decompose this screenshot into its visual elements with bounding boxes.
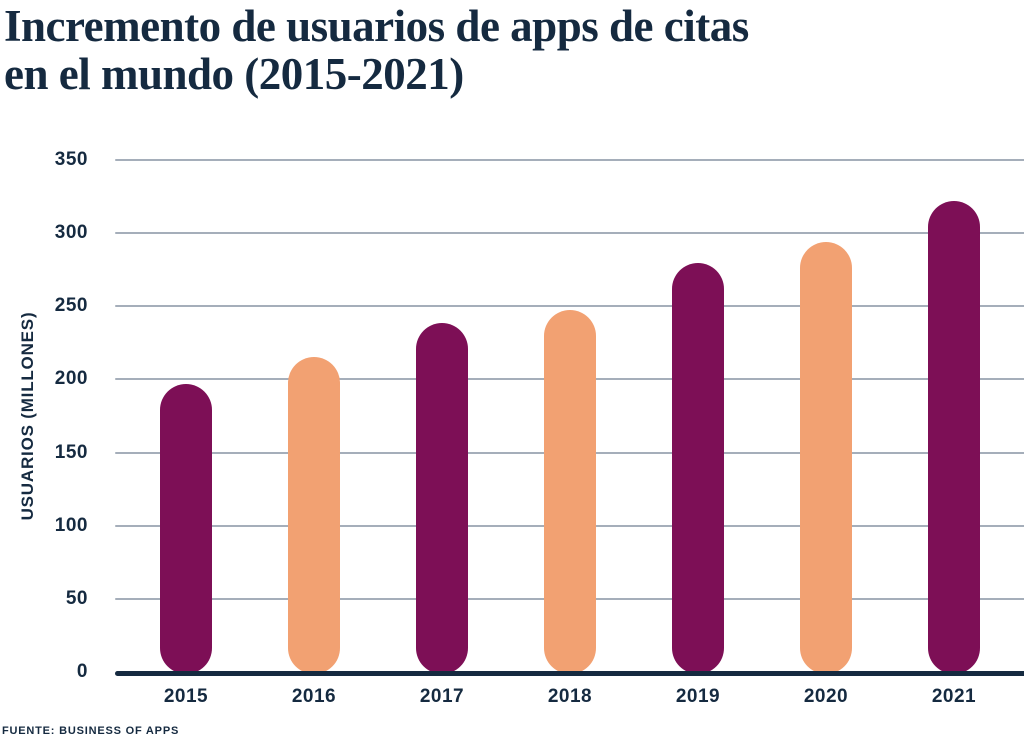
x-tick-label-2020: 2020 bbox=[803, 686, 849, 707]
x-tick-label-2016: 2016 bbox=[291, 686, 337, 707]
y-tick-label-300: 300 bbox=[54, 222, 88, 244]
y-tick-label-350: 350 bbox=[54, 149, 88, 170]
chart-title: Incremento de usuarios de apps de citas … bbox=[4, 2, 749, 98]
x-tick-label-2017: 2017 bbox=[419, 686, 465, 707]
y-axis-title: USUARIOS (MILLONES) bbox=[18, 311, 37, 521]
y-tick-label-200: 200 bbox=[54, 368, 88, 390]
y-tick-label-150: 150 bbox=[54, 441, 88, 463]
bar-2016 bbox=[288, 357, 340, 674]
x-tick-label-2015: 2015 bbox=[163, 686, 209, 707]
source-note: FUENTE: BUSINESS OF APPS bbox=[2, 725, 180, 737]
bar-2019 bbox=[672, 263, 724, 674]
x-tick-label-2019: 2019 bbox=[675, 686, 721, 707]
x-tick-label-2021: 2021 bbox=[931, 686, 977, 707]
x-axis-line bbox=[115, 671, 1024, 676]
bar-2020 bbox=[800, 242, 852, 674]
bar-2021 bbox=[928, 201, 980, 674]
gridline-300 bbox=[115, 232, 1024, 235]
bar-2017 bbox=[416, 323, 468, 674]
bar-2015 bbox=[160, 384, 212, 674]
y-tick-label-50: 50 bbox=[65, 587, 88, 609]
y-tick-label-0: 0 bbox=[76, 661, 88, 682]
y-tick-label-250: 250 bbox=[54, 295, 88, 317]
chart-title-line-2: en el mundo (2015-2021) bbox=[4, 49, 464, 100]
y-tick-label-100: 100 bbox=[54, 514, 88, 536]
gridline-250 bbox=[115, 305, 1024, 308]
chart-title-line-1: Incremento de usuarios de apps de citas bbox=[4, 1, 749, 51]
bar-2018 bbox=[544, 310, 596, 674]
x-tick-label-2018: 2018 bbox=[547, 686, 593, 707]
gridline-350 bbox=[115, 159, 1024, 161]
